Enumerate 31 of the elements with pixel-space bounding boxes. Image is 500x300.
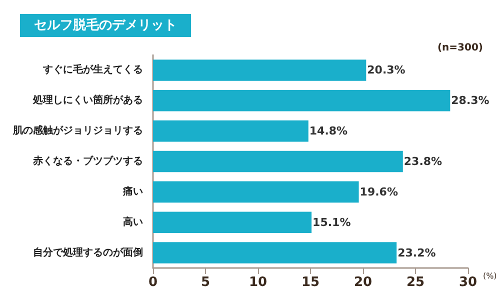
data-label: 20.3%: [367, 64, 406, 77]
y-tick-label: 高い: [123, 216, 143, 228]
x-tick-label: 20: [354, 275, 372, 290]
x-tick-label: 0: [148, 275, 158, 290]
data-label: 19.6%: [360, 185, 398, 198]
bar: [153, 60, 366, 81]
x-tick-label: 25: [406, 275, 425, 290]
y-tick-label: 自分で処理するのが面倒: [33, 246, 143, 258]
text: (n=300): [437, 42, 484, 54]
bar: [153, 242, 397, 264]
bar: [153, 181, 359, 203]
bar: [153, 212, 312, 234]
data-label: 28.3%: [451, 94, 490, 108]
x-tick-label: 15: [301, 275, 320, 290]
y-tick-label: 赤くなる・ブツブツする: [32, 155, 143, 167]
data-label: 14.8%: [309, 124, 348, 138]
y-tick-label: 肌の感触がジョリジョリする: [12, 124, 143, 137]
x-tick-label: 5: [200, 275, 210, 290]
bar: [153, 90, 450, 112]
data-label: 15.1%: [312, 216, 351, 229]
data-label: 23.8%: [404, 155, 442, 168]
x-axis-title: (%): [482, 272, 497, 280]
y-tick-label: 痛い: [122, 185, 143, 198]
bar: [153, 150, 403, 172]
y-tick-label: すぐに毛が生えてくる: [42, 64, 143, 76]
x-tick-label: 10: [248, 275, 268, 290]
x-tick-label: 30: [458, 275, 478, 290]
chart-title: セルフ脱毛のデメリット: [34, 17, 177, 33]
y-tick-label: 処理しにくい箇所がある: [32, 94, 143, 106]
bar: [153, 120, 308, 142]
data-label: 23.2%: [398, 246, 436, 260]
